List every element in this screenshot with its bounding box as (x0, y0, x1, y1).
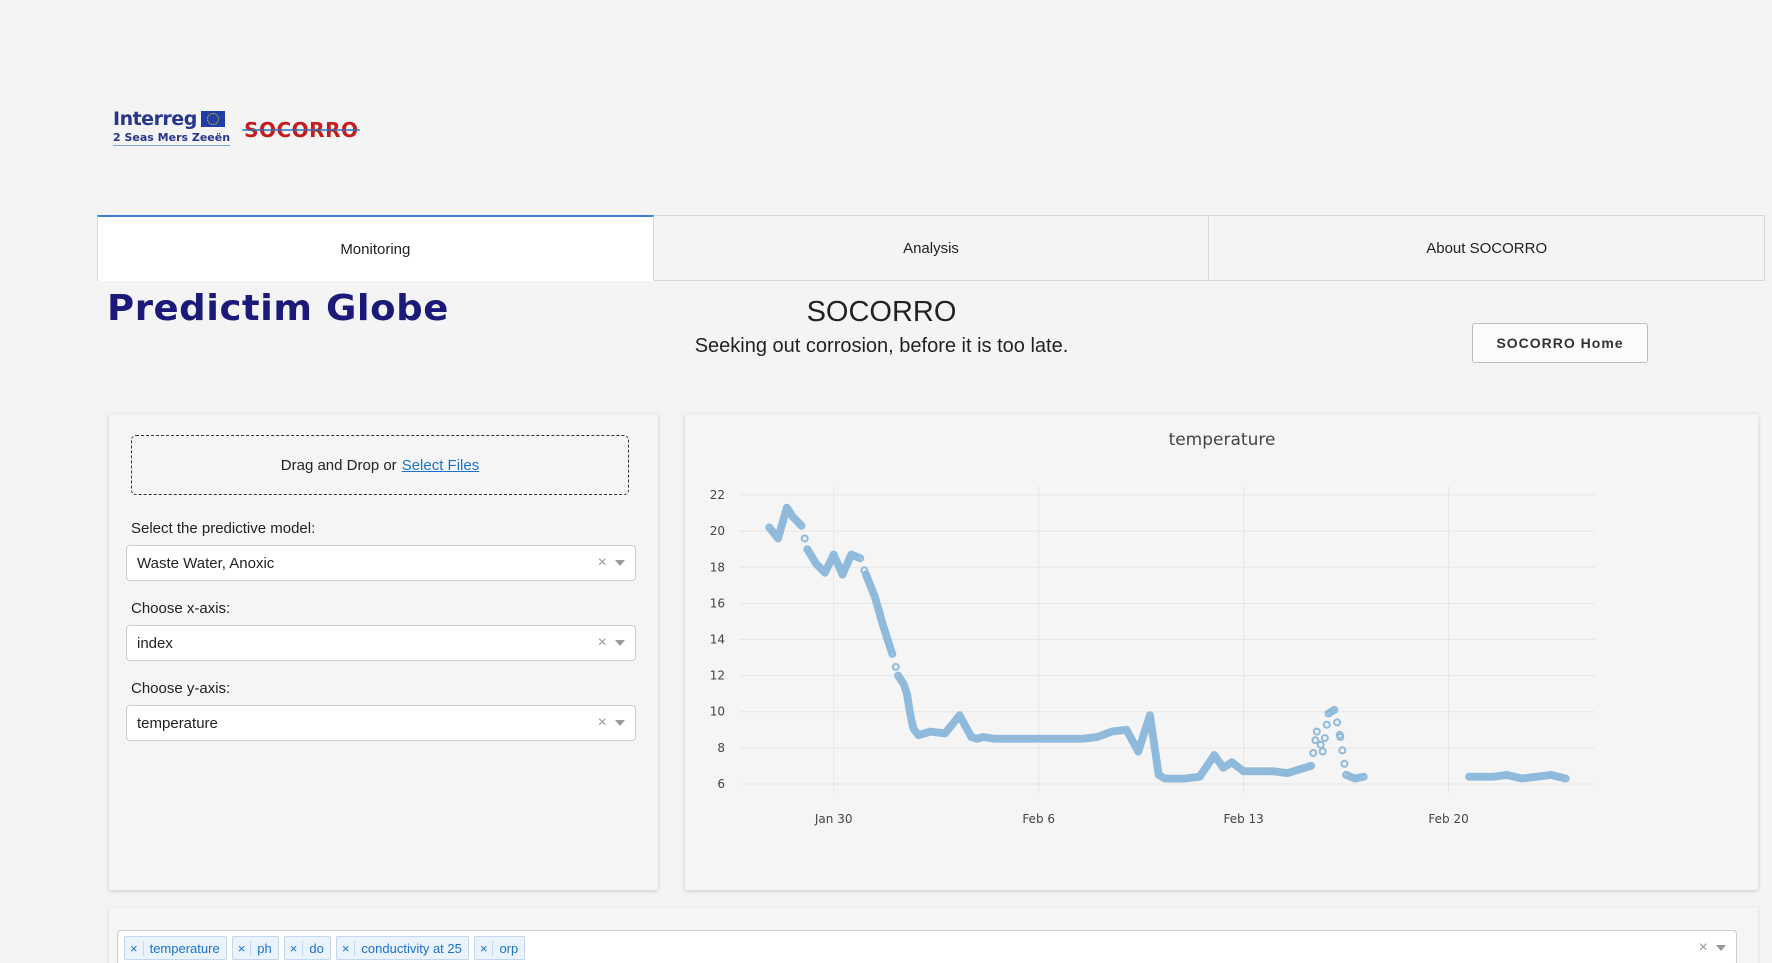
select-files-link[interactable]: Select Files (401, 456, 480, 474)
socorro-logo: SOCORRO (242, 118, 361, 142)
data-point (1338, 746, 1347, 755)
chevron-down-icon[interactable] (1716, 945, 1726, 951)
data-point (856, 554, 865, 563)
interreg-logo-name: Interreg (113, 108, 197, 130)
data-point (1561, 774, 1570, 783)
variable-chip[interactable]: × temperature (124, 936, 227, 960)
clear-all-icon[interactable]: × (1698, 939, 1708, 956)
interreg-logo-subtitle: 2 Seas Mers Zeeën (113, 131, 231, 146)
x-axis-dropdown-value: index (137, 634, 173, 652)
data-point (1311, 736, 1320, 745)
headline: SOCORRO Seeking out corrosion, before it… (620, 296, 1143, 358)
variable-chip-label: orp (499, 940, 519, 956)
variable-chip[interactable]: × ph (231, 936, 279, 960)
y-tick-label: 8 (717, 741, 725, 755)
variable-chip[interactable]: × conductivity at 25 (335, 936, 469, 960)
y-tick-label: 20 (710, 524, 725, 538)
eu-flag-icon (200, 111, 225, 127)
y-tick-label: 12 (710, 669, 725, 683)
data-point (1322, 720, 1331, 729)
clear-icon[interactable]: × (597, 634, 607, 651)
upload-text: Drag and Drop or (280, 456, 397, 474)
variable-chip[interactable]: × orp (473, 936, 526, 960)
variable-chips: × temperature × ph × do × conductivity at 25 × or… (124, 936, 530, 960)
data-point (800, 534, 809, 543)
y-tick-label: 18 (710, 560, 725, 574)
clear-icon[interactable]: × (597, 714, 607, 731)
temperature-chart[interactable]: temperature 6 8 10 12 14 16 18 20 22 Jan 30 Feb 6 F… (685, 414, 1758, 890)
y-tick-label: 16 (710, 596, 725, 610)
data-point (1359, 772, 1368, 781)
data-point (1312, 727, 1321, 736)
chart-title: temperature (1169, 430, 1276, 450)
chevron-down-icon[interactable] (615, 640, 625, 646)
remove-chip-icon[interactable]: × (337, 940, 356, 956)
data-point (888, 649, 897, 658)
tab-about-socorro[interactable]: About SOCORRO (1209, 215, 1766, 281)
variable-chip-label: ph (257, 940, 272, 956)
model-dropdown-value: Waste Water, Anoxic (137, 554, 275, 572)
interreg-logo: Interreg 2 Seas Mers Zeeën (113, 108, 231, 146)
chevron-down-icon[interactable] (615, 720, 625, 726)
y-axis-label: Choose y-axis: (131, 680, 231, 697)
data-point (1340, 759, 1349, 768)
y-axis-dropdown[interactable]: temperature × (126, 705, 636, 741)
variable-chip-label: do (309, 940, 324, 956)
logo-row: Interreg 2 Seas Mers Zeeën SOCORRO (113, 108, 361, 146)
x-tick-label: Feb 13 (1223, 812, 1263, 826)
interreg-logo-top: Interreg (113, 108, 230, 130)
controls-panel: Drag and Drop or Select Files Select the… (109, 414, 658, 890)
data-point (1316, 740, 1325, 749)
variable-chip-label: conductivity at 25 (361, 940, 462, 956)
data-point (1309, 749, 1318, 757)
y-tick-label: 22 (710, 488, 725, 502)
remove-chip-icon[interactable]: × (475, 940, 494, 956)
y-tick-label: 6 (717, 777, 725, 791)
brand-title: Predictim Globe (107, 288, 449, 329)
socorro-home-button[interactable]: SOCORRO Home (1472, 323, 1648, 363)
chart-panel: temperature 6 8 10 12 14 16 18 20 22 Jan 30 Feb 6 F… (685, 414, 1758, 890)
y-tick-label: 10 (710, 705, 725, 719)
data-point (1333, 718, 1342, 727)
variables-multiselect[interactable]: × temperature × ph × do × conductivity at 25 × or… (117, 930, 1737, 963)
x-tick-label: Jan 30 (814, 812, 853, 826)
x-axis-dropdown[interactable]: index × (126, 625, 636, 661)
x-tick-label: Feb 6 (1022, 812, 1055, 826)
chart-grid (740, 486, 1595, 793)
data-point (1318, 747, 1327, 756)
variable-chip[interactable]: × do (283, 936, 331, 960)
y-axis-dropdown-value: temperature (137, 714, 218, 732)
tab-monitoring[interactable]: Monitoring (97, 215, 654, 281)
remove-chip-icon[interactable]: × (285, 940, 304, 956)
data-point (1330, 705, 1339, 714)
data-point (891, 662, 900, 671)
x-tick-label: Feb 20 (1428, 812, 1468, 826)
data-point (1320, 734, 1329, 743)
variable-chip-label: temperature (149, 940, 220, 956)
model-dropdown[interactable]: Waste Water, Anoxic × (126, 545, 636, 581)
tab-analysis[interactable]: Analysis (653, 215, 1210, 281)
data-point (1307, 761, 1315, 770)
clear-icon[interactable]: × (597, 554, 607, 571)
file-upload-dropzone[interactable]: Drag and Drop or Select Files (131, 435, 629, 495)
remove-chip-icon[interactable]: × (125, 940, 144, 956)
remove-chip-icon[interactable]: × (233, 940, 252, 956)
data-point (797, 521, 806, 530)
tab-bar: Monitoring Analysis About SOCORRO (97, 215, 1766, 281)
y-tick-label: 14 (710, 633, 725, 647)
x-axis-label: Choose x-axis: (131, 600, 231, 617)
chevron-down-icon[interactable] (615, 560, 625, 566)
model-label: Select the predictive model: (131, 520, 316, 537)
chart-ticks: 6 8 10 12 14 16 18 20 22 Jan 30 Feb 6 Feb 13 Feb 20 (710, 488, 1469, 826)
data-point (1336, 733, 1345, 741)
chart-points (765, 503, 1570, 783)
page-subtitle: Seeking out corrosion, before it is too … (694, 335, 1069, 357)
page-title: SOCORRO (806, 296, 957, 328)
